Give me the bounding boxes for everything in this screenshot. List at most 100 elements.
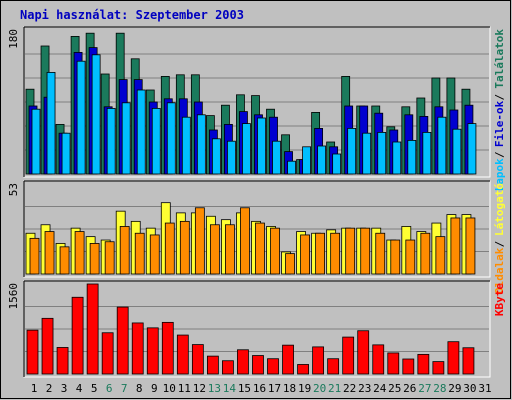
bar-kbytes-kbyte-day-18 [282, 344, 294, 375]
bar-visits-sites-oldalak-day-16 [255, 222, 265, 275]
bar-visits-sites-oldalak-day-7 [119, 226, 130, 275]
panel-kbytes: 1560 KByte [7, 280, 506, 378]
bar-kbytes-kbyte-day-16 [252, 355, 264, 375]
x-tick-label-day-12: 12 [193, 382, 206, 395]
bar-visits-sites-oldalak-day-4 [74, 231, 85, 275]
bar-visits-sites-oldalak-day-1 [29, 237, 40, 275]
bar-visits-sites-oldalak-day-9 [149, 234, 160, 275]
legend-látogató: Látogató [493, 183, 506, 236]
bar-visits-sites-oldalak-day-13 [209, 224, 220, 275]
x-tick-label-day-3: 3 [61, 382, 68, 395]
x-tick-label-day-26: 26 [403, 382, 416, 395]
bar-hits-files-pages-lapok-day-5 [91, 54, 101, 175]
bar-visits-sites-oldalak-day-18 [285, 253, 295, 275]
bar-hits-files-pages-lapok-day-22 [347, 127, 357, 175]
bar-visits-sites-oldalak-day-10 [164, 222, 175, 275]
bar-visits-sites-oldalak-day-6 [104, 241, 115, 275]
bar-kbytes-kbyte-day-20 [312, 346, 325, 375]
bar-kbytes-kbyte-day-24 [372, 344, 385, 375]
bar-kbytes-kbyte-day-19 [297, 364, 309, 375]
bar-visits-sites-oldalak-day-15 [240, 207, 250, 275]
bar-kbytes-kbyte-day-23 [357, 330, 370, 375]
bar-visits-sites-oldalak-day-26 [405, 239, 416, 275]
bar-kbytes-kbyte-day-14 [222, 360, 234, 375]
bar-hits-files-pages-lapok-day-9 [151, 108, 161, 175]
bar-kbytes-kbyte-day-17 [267, 358, 279, 375]
bar-kbytes-kbyte-day-7 [116, 306, 129, 375]
bar-kbytes-kbyte-day-28 [432, 361, 445, 375]
legend-lapok: Lapok [493, 158, 506, 191]
bar-visits-sites-oldalak-day-23 [360, 227, 371, 275]
bar-visits-sites-oldalak-day-25 [390, 239, 401, 275]
bar-kbytes-kbyte-day-12 [191, 344, 204, 375]
bar-hits-files-pages-lapok-day-24 [377, 131, 387, 175]
bar-hits-files-pages-lapok-day-21 [332, 153, 342, 175]
x-tick-label-day-13: 13 [208, 382, 221, 395]
bar-kbytes-kbyte-day-22 [342, 336, 355, 375]
bar-hits-files-pages-lapok-day-14 [227, 140, 236, 175]
x-tick-label-day-8: 8 [136, 382, 143, 395]
x-tick-label-day-15: 15 [238, 382, 251, 395]
x-tick-label-day-6: 6 [106, 382, 113, 395]
x-tick-label-day-17: 17 [268, 382, 281, 395]
bar-kbytes-kbyte-day-6 [101, 332, 114, 375]
bar-kbytes-kbyte-day-25 [387, 352, 400, 375]
bar-visits-sites-oldalak-day-8 [134, 232, 145, 275]
x-tick-label-day-30: 30 [463, 382, 476, 395]
bar-hits-files-pages-lapok-day-30 [467, 123, 477, 175]
bar-kbytes-kbyte-day-13 [206, 355, 219, 375]
x-tick-label-day-19: 19 [298, 382, 311, 395]
bar-kbytes-kbyte-day-8 [131, 322, 144, 375]
bar-kbytes-kbyte-day-30 [462, 347, 475, 375]
x-tick-label-day-25: 25 [388, 382, 401, 395]
chart-title: Napi használat: Szeptember 2003 [20, 8, 244, 22]
legend-separator: / [493, 94, 506, 101]
x-tick-label-day-2: 2 [46, 382, 53, 395]
y-axis-max-label: 180 [7, 29, 20, 49]
x-tick-label-day-22: 22 [343, 382, 356, 395]
bar-kbytes-kbyte-day-1 [26, 329, 39, 375]
bar-hits-files-pages-lapok-day-27 [422, 131, 432, 175]
bar-visits-sites-oldalak-day-28 [435, 236, 446, 275]
bar-visits-sites-oldalak-day-3 [59, 246, 70, 275]
legend-oldalak: Oldalak [493, 247, 506, 294]
bar-visits-sites-oldalak-day-17 [270, 227, 280, 275]
bar-hits-files-pages-lapok-day-20 [317, 145, 327, 175]
bar-visits-sites-oldalak-day-27 [420, 232, 431, 275]
x-tick-label-day-7: 7 [121, 382, 128, 395]
bar-kbytes-kbyte-day-4 [71, 296, 84, 375]
x-tick-label-day-10: 10 [163, 382, 176, 395]
x-tick-label-day-20: 20 [313, 382, 326, 395]
bar-hits-files-pages-lapok-day-3 [61, 132, 71, 175]
y-axis-max-label: 1560 [7, 283, 20, 310]
bar-visits-sites-oldalak-day-29 [450, 217, 461, 275]
x-tick-label-day-4: 4 [76, 382, 83, 395]
bar-hits-files-pages-lapok-day-4 [76, 60, 86, 175]
bar-visits-sites-oldalak-day-11 [179, 220, 190, 275]
bar-hits-files-pages-lapok-day-25 [392, 141, 402, 175]
bar-visits-sites-oldalak-day-12 [194, 207, 205, 275]
bar-hits-files-pages-lapok-day-28 [437, 116, 447, 175]
bar-hits-files-pages-lapok-day-19 [302, 146, 311, 175]
bar-hits-files-pages-lapok-day-17 [272, 140, 281, 175]
bar-hits-files-pages-lapok-day-12 [196, 114, 206, 175]
bar-hits-files-pages-lapok-day-7 [121, 102, 131, 175]
bar-visits-sites-oldalak-day-5 [89, 243, 100, 275]
x-tick-label-day-28: 28 [433, 382, 446, 395]
panel-visits-sites: 53 Látogató /Oldalak [7, 180, 506, 294]
x-tick-label-day-11: 11 [178, 382, 191, 395]
bar-kbytes-kbyte-day-3 [56, 347, 69, 375]
bar-hits-files-pages-lapok-day-26 [407, 139, 417, 175]
panel-hits-files-pages: 180 Találatok/File-ok/Lapok [7, 26, 506, 191]
legend-separator: / [493, 151, 506, 158]
bar-hits-files-pages-lapok-day-16 [257, 117, 266, 175]
y-axis-max-label: 53 [7, 183, 20, 196]
bar-kbytes-kbyte-day-2 [41, 317, 54, 375]
bar-hits-files-pages-lapok-day-11 [181, 116, 191, 175]
x-tick-label-day-1: 1 [31, 382, 38, 395]
bar-kbytes-kbyte-day-5 [86, 283, 99, 375]
bar-kbytes-kbyte-day-10 [161, 321, 174, 375]
